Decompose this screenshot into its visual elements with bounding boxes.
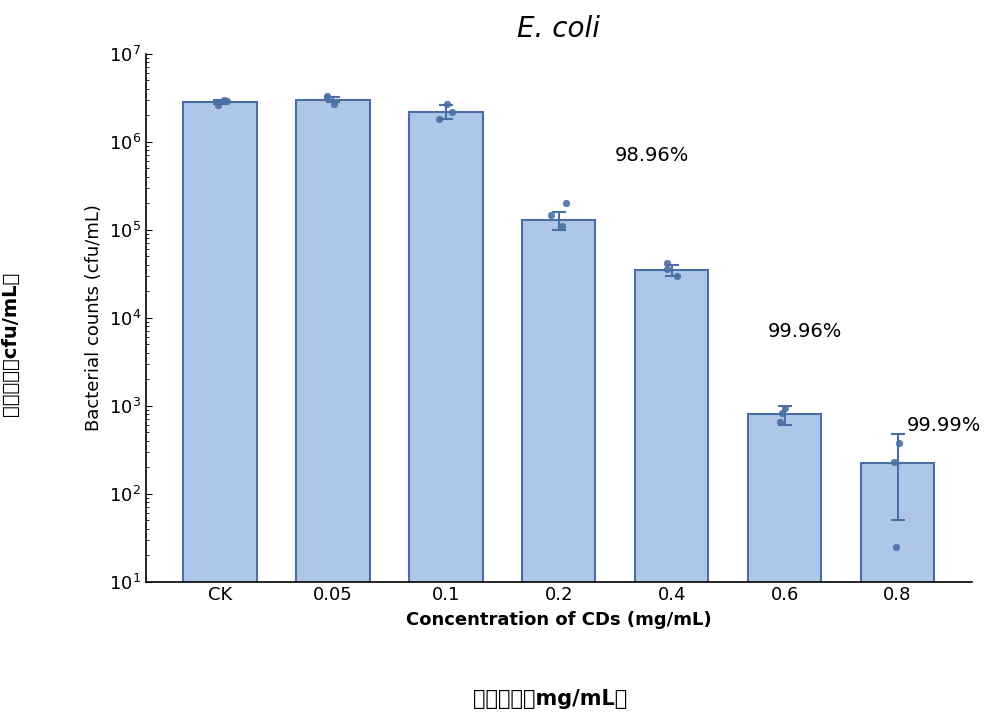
- Point: [319, 90, 335, 102]
- Point: [319, 92, 335, 104]
- Y-axis label: Bacterial counts (cfu/mL): Bacterial counts (cfu/mL): [85, 204, 103, 431]
- Point: [774, 407, 790, 418]
- Point: [659, 257, 675, 268]
- Point: [554, 221, 570, 232]
- Text: 99.99%: 99.99%: [907, 416, 981, 435]
- Bar: [522, 220, 595, 716]
- Point: [326, 98, 342, 110]
- Text: 99.96%: 99.96%: [768, 321, 842, 341]
- Point: [659, 263, 675, 274]
- Point: [558, 198, 574, 209]
- Point: [891, 437, 907, 448]
- Point: [439, 98, 455, 110]
- Text: 碳点浓度（mg/mL）: 碳点浓度（mg/mL）: [473, 689, 627, 709]
- Bar: [296, 100, 370, 716]
- Point: [888, 541, 904, 552]
- Point: [772, 416, 788, 427]
- Bar: [861, 463, 934, 716]
- Title: E. coli: E. coli: [517, 15, 600, 43]
- Point: [216, 94, 232, 105]
- Bar: [183, 102, 257, 716]
- Point: [431, 113, 447, 125]
- X-axis label: Concentration of CDs (mg/mL): Concentration of CDs (mg/mL): [406, 611, 712, 629]
- Point: [444, 106, 460, 117]
- Point: [543, 210, 559, 221]
- Point: [886, 456, 902, 468]
- Bar: [748, 414, 821, 716]
- Text: 98.96%: 98.96%: [615, 146, 690, 165]
- Text: 细菌数量（cfu/mL）: 细菌数量（cfu/mL）: [0, 271, 20, 416]
- Point: [669, 270, 685, 281]
- Point: [219, 95, 235, 107]
- Point: [210, 100, 226, 111]
- Bar: [409, 112, 483, 716]
- Point: [777, 402, 793, 413]
- Bar: [635, 270, 708, 716]
